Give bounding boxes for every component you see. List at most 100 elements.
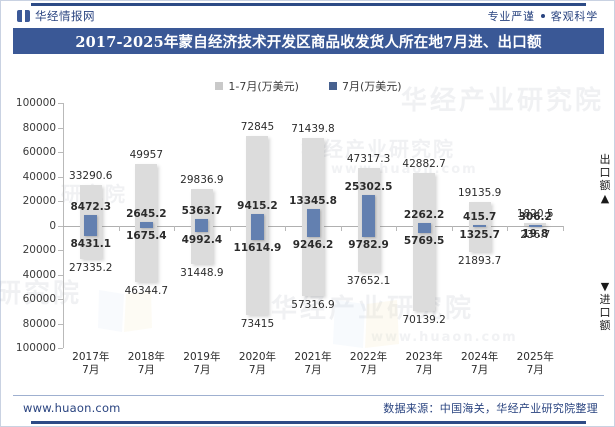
y-axis-tick <box>58 323 63 325</box>
bar-monthly[interactable] <box>84 215 98 236</box>
top-divider <box>31 3 586 6</box>
y-axis-tick <box>58 201 63 202</box>
chart-area: 华经产业研究院 华经产业研究院 www.huaon.com 研究院 华经产业研究… <box>0 58 615 388</box>
legend-label-cumulative: 1-7月(万美元) <box>228 80 299 93</box>
up-triangle-icon: ▲ <box>600 192 610 205</box>
slogan-left: 专业严谨 <box>487 9 535 23</box>
bar-monthly[interactable] <box>306 209 320 237</box>
x-axis-tick <box>174 225 176 231</box>
bar-monthly[interactable] <box>473 224 487 228</box>
export-axis-caption: 出 口 额 ▲ <box>598 153 612 205</box>
legend-item-cumulative[interactable]: 1-7月(万美元) <box>215 78 299 94</box>
y-axis-tick-label: 100000 <box>15 342 56 354</box>
label-cumulative-import: 27335.2 <box>69 261 113 274</box>
legend-swatch-cumulative <box>215 82 224 90</box>
y-axis-tick-label: 100000 <box>15 97 56 109</box>
import-caption-1: 进 <box>599 293 611 306</box>
page-title: 2017-2025年蒙自经济技术开发区商品收发货人所在地7月进、出口额 <box>13 28 604 54</box>
label-cumulative-import: 31448.9 <box>180 267 224 280</box>
y-axis-tick-label: 20000 <box>22 244 56 256</box>
label-cumulative-import: 46344.7 <box>124 285 169 298</box>
label-cumulative-export: 29836.9 <box>180 173 224 186</box>
label-monthly-import: 19.8 <box>522 227 549 240</box>
bar-cumulative[interactable] <box>468 202 491 253</box>
label-cumulative-export: 47317.3 <box>346 152 391 165</box>
x-axis-tick <box>285 225 287 231</box>
y-axis-tick <box>58 225 63 227</box>
page-title-text: 2017-2025年蒙自经济技术开发区商品收发货人所在地7月进、出口额 <box>75 33 542 51</box>
x-axis-category-label: 2024年 7月 <box>461 351 499 376</box>
y-axis-tick-label: 20000 <box>22 195 56 207</box>
y-axis-tick <box>58 127 63 129</box>
x-axis-category-label: 2025年 7月 <box>516 351 554 376</box>
label-monthly-import: 4992.4 <box>181 233 223 246</box>
label-monthly-export: 9415.2 <box>237 199 278 212</box>
bullet-dot-icon <box>540 13 545 18</box>
label-cumulative-import: 73415 <box>240 318 275 331</box>
x-axis-category-label: 2021年 7月 <box>294 351 332 376</box>
label-monthly-import: 8431.1 <box>70 237 112 250</box>
plot-area: 100000 80000 60000 40000 20000 0 20000 40000 600… <box>16 97 564 354</box>
x-axis-tick <box>118 225 120 231</box>
slogan: 专业严谨 客观科学 <box>488 8 598 24</box>
x-axis-category-label: 2018年 7月 <box>127 351 165 376</box>
x-axis-category-label: 2020年 7月 <box>238 351 277 376</box>
export-caption-2: 额 <box>599 179 611 192</box>
bar-monthly[interactable] <box>250 213 264 240</box>
x-axis-tick <box>229 225 231 231</box>
label-cumulative-export: 19135.9 <box>457 187 502 200</box>
label-monthly-import: 9246.2 <box>292 238 334 251</box>
label-cumulative-export: 33290.6 <box>69 169 113 182</box>
label-cumulative-import: 37652.1 <box>346 274 391 287</box>
y-axis-tick <box>58 274 63 276</box>
label-cumulative-export: 49957 <box>129 149 164 162</box>
legend-swatch-monthly <box>328 82 337 90</box>
y-axis-tick <box>58 348 63 349</box>
chart-legend: 1-7月(万美元) 7月(万美元) <box>1 78 615 94</box>
y-axis-tick-label: 80000 <box>22 317 56 330</box>
label-monthly-export: 2645.2 <box>126 208 167 221</box>
label-cumulative-import: 236.7 <box>520 228 551 241</box>
label-cumulative-import: 57316.9 <box>291 298 335 311</box>
legend-item-monthly[interactable]: 7月(万美元) <box>328 78 402 94</box>
logo-mark-icon <box>17 9 30 22</box>
bar-monthly[interactable] <box>417 222 431 233</box>
down-triangle-icon: ▼ <box>600 280 610 293</box>
x-axis-tick <box>507 225 509 231</box>
label-cumulative-export: 1820.5 <box>516 208 554 221</box>
bottom-divider <box>31 421 586 424</box>
label-cumulative-import: 21893.7 <box>457 255 502 268</box>
y-axis-tick <box>58 103 63 104</box>
y-axis-tick-label: 60000 <box>22 293 56 305</box>
bar-monthly[interactable] <box>362 194 376 238</box>
x-axis-category-label: 2019年 7月 <box>183 351 221 376</box>
label-monthly-import: 1325.7 <box>459 229 500 242</box>
x-axis-category-label: 2023年 7月 <box>405 351 443 376</box>
x-axis-category-label: 2022年 7月 <box>349 351 388 376</box>
bar-monthly[interactable] <box>195 218 209 232</box>
bar-monthly[interactable] <box>528 225 542 228</box>
bar-cumulative[interactable] <box>524 223 547 226</box>
y-axis-tick <box>58 176 63 178</box>
label-monthly-export: 5363.7 <box>181 204 223 217</box>
x-axis-category-label: 2017年 7月 <box>72 351 110 376</box>
x-axis-tick <box>563 225 564 231</box>
y-axis-tick <box>58 152 63 153</box>
bar-cumulative[interactable] <box>413 172 436 312</box>
export-caption-0: 出 <box>599 153 611 166</box>
x-axis-tick <box>451 225 453 231</box>
slogan-right: 客观科学 <box>550 9 598 23</box>
brand-name: 华经情报网 <box>35 8 95 23</box>
label-monthly-export: 306.2 <box>518 211 552 224</box>
site-url[interactable]: www.huaon.com <box>23 401 121 415</box>
brand[interactable]: 华经情报网 <box>17 8 95 24</box>
label-cumulative-export: 42882.7 <box>402 157 446 170</box>
import-axis-caption: ▼ 进 口 额 <box>598 280 612 332</box>
bar-monthly[interactable] <box>139 222 153 228</box>
export-caption-1: 口 <box>599 166 611 179</box>
x-axis-tick <box>396 225 398 231</box>
y-axis-tick-label: 40000 <box>22 170 56 183</box>
x-axis-tick <box>340 225 342 231</box>
y-axis-tick-label: 0 <box>49 219 56 232</box>
